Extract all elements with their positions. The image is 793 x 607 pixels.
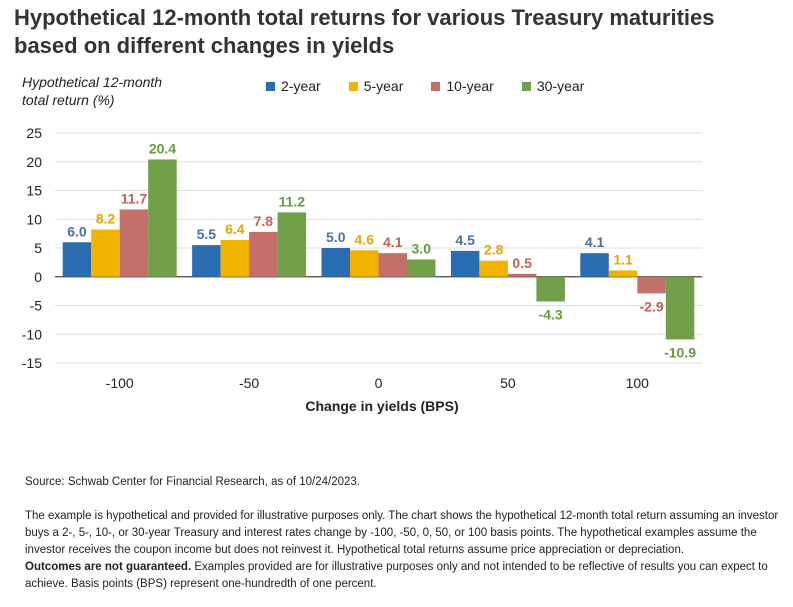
y-tick-label: 20 xyxy=(26,154,42,170)
bar xyxy=(637,276,666,294)
legend-item-10-year: 10-year xyxy=(431,77,494,95)
y-axis-ticks: 25 20 15 10 5 0 -5 -10 -15 xyxy=(22,125,42,371)
x-tick-label: 50 xyxy=(500,375,516,391)
legend-label: 10-year xyxy=(446,78,494,94)
bar xyxy=(350,250,379,277)
y-tick-label: -10 xyxy=(22,326,42,342)
data-labels: 6.0 8.2 11.7 20.4 5.5 6.4 7.8 11.2 5.0 4.6 4.1 3.0 4… xyxy=(67,140,696,360)
bar xyxy=(665,276,695,340)
bar xyxy=(148,159,177,277)
y-tick-label: 0 xyxy=(34,269,42,285)
source-note: Source: Schwab Center for Financial Rese… xyxy=(25,476,360,488)
legend-swatch xyxy=(431,81,441,91)
data-label: 6.4 xyxy=(225,221,245,237)
legend-swatch xyxy=(266,81,275,91)
y-axis-label-line1: Hypothetical 12-month xyxy=(22,74,163,90)
x-tick-label: 0 xyxy=(375,375,383,391)
data-label: 8.2 xyxy=(96,211,116,227)
disclaimer-text: The example is hypothetical and provided… xyxy=(25,510,779,556)
bar xyxy=(450,250,480,277)
disclaimer-note: The example is hypothetical and provided… xyxy=(25,508,790,593)
data-label: 20.4 xyxy=(149,140,176,156)
data-label: 2.8 xyxy=(484,242,504,258)
data-label: 11.2 xyxy=(279,193,306,209)
data-label: 11.7 xyxy=(121,190,148,206)
data-label: 0.5 xyxy=(512,255,532,271)
chart-legend: 2-year 5-year 10-year 30-year xyxy=(266,77,584,95)
bar xyxy=(321,248,350,277)
x-tick-label: -50 xyxy=(239,375,259,391)
disclaimer-bold: Outcomes are not guaranteed. xyxy=(25,561,192,573)
chart-title: Hypothetical 12-month total returns for … xyxy=(14,5,715,58)
data-label: 3.0 xyxy=(412,241,432,257)
bars xyxy=(62,159,695,340)
y-tick-label: 15 xyxy=(26,183,42,199)
legend-label: 5-year xyxy=(363,78,404,94)
data-label: -10.9 xyxy=(664,344,696,360)
y-axis-label: Hypothetical 12-month total return (%) xyxy=(22,73,162,109)
bar xyxy=(507,273,537,277)
data-label: -2.9 xyxy=(639,298,663,314)
x-tick-label: -100 xyxy=(106,375,134,391)
bar xyxy=(479,260,508,277)
y-tick-label: 10 xyxy=(26,211,42,227)
y-tick-label: 5 xyxy=(34,240,42,256)
x-axis-label: Change in yields (BPS) xyxy=(305,398,458,414)
legend-swatch xyxy=(521,81,531,91)
y-tick-label: 25 xyxy=(26,125,42,141)
bar xyxy=(536,276,565,302)
data-label: 4.1 xyxy=(585,234,605,250)
bar xyxy=(277,212,307,277)
bar xyxy=(378,253,407,277)
disclaimer-text-2: Examples provided are for illustrative p… xyxy=(25,561,768,590)
bar xyxy=(62,242,92,277)
bar xyxy=(220,239,250,277)
data-label: 4.5 xyxy=(455,232,475,248)
bar xyxy=(249,231,278,277)
legend-item-2-year: 2-year xyxy=(266,77,321,95)
legend-label: 2-year xyxy=(281,78,321,94)
bar xyxy=(580,253,609,277)
data-label: 7.8 xyxy=(254,213,274,229)
legend-label: 30-year xyxy=(536,78,585,94)
bar xyxy=(407,259,436,277)
y-axis-label-line2: total return (%) xyxy=(22,92,115,108)
legend-item-5-year: 5-year xyxy=(348,77,404,95)
data-label: 5.0 xyxy=(326,229,346,245)
y-tick-label: -5 xyxy=(30,298,43,314)
y-tick-label: -15 xyxy=(22,355,42,371)
bar xyxy=(192,245,221,277)
bar xyxy=(91,229,120,277)
data-label: 4.6 xyxy=(355,231,375,247)
x-tick-label: 100 xyxy=(626,375,650,391)
data-label: 1.1 xyxy=(613,251,633,267)
data-label: -4.3 xyxy=(539,306,563,322)
bar xyxy=(608,270,638,277)
legend-item-30-year: 30-year xyxy=(521,77,585,95)
x-axis-ticks: -100 -50 0 50 100 xyxy=(106,375,650,391)
legend-swatch xyxy=(348,81,358,91)
data-label: 5.5 xyxy=(197,226,217,242)
data-label: 6.0 xyxy=(67,223,87,239)
bar xyxy=(119,209,149,277)
data-label: 4.1 xyxy=(383,234,403,250)
